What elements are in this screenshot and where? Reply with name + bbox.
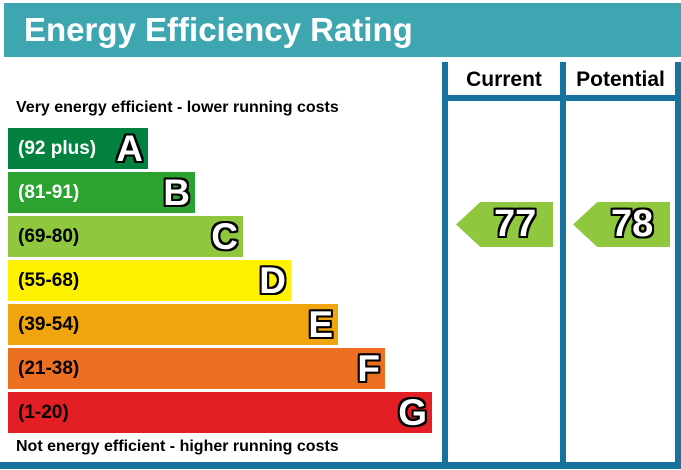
band-letter: B [163,172,190,213]
chart-header: Energy Efficiency Rating [4,3,681,57]
table-bottom-border [0,462,681,469]
band-range-label: (81-91) [18,182,80,203]
band-letter: A [116,128,143,169]
band-row-b: (81-91) B [8,172,195,213]
band-letter: G [398,392,427,433]
table-divider-middle [560,62,566,463]
potential-rating-arrow: 78 [573,202,670,247]
band-letter: E [308,304,333,345]
band-range-label: (92 plus) [18,138,97,159]
band-range-label: (69-80) [18,226,80,247]
band-range-label: (1-20) [18,402,69,423]
table-header-underline [442,95,681,101]
band-range-label: (55-68) [18,270,80,291]
column-header-current: Current [466,68,542,91]
band-row-c: (69-80) C [8,216,243,257]
band-row-e: (39-54) E [8,304,338,345]
band-letter: C [211,216,238,257]
band-row-a: (92 plus) A [8,128,148,169]
band-row-f: (21-38) F [8,348,385,389]
current-rating-value: 77 [494,203,537,245]
table-divider-right [675,62,681,463]
table-divider-left [442,62,448,463]
band-range-label: (39-54) [18,314,80,335]
bottom-note: Not energy efficient - higher running co… [16,438,339,455]
top-note: Very energy efficient - lower running co… [16,99,339,116]
column-header-potential: Potential [576,68,665,91]
current-rating-arrow: 77 [456,202,553,247]
band-range-label: (21-38) [18,358,80,379]
band-row-g: (1-20) G [8,392,432,433]
chart-title: Energy Efficiency Rating [24,11,413,48]
band-row-d: (55-68) D [8,260,291,301]
band-letter: F [357,348,380,389]
band-letter: D [259,260,286,301]
potential-rating-value: 78 [611,203,654,245]
